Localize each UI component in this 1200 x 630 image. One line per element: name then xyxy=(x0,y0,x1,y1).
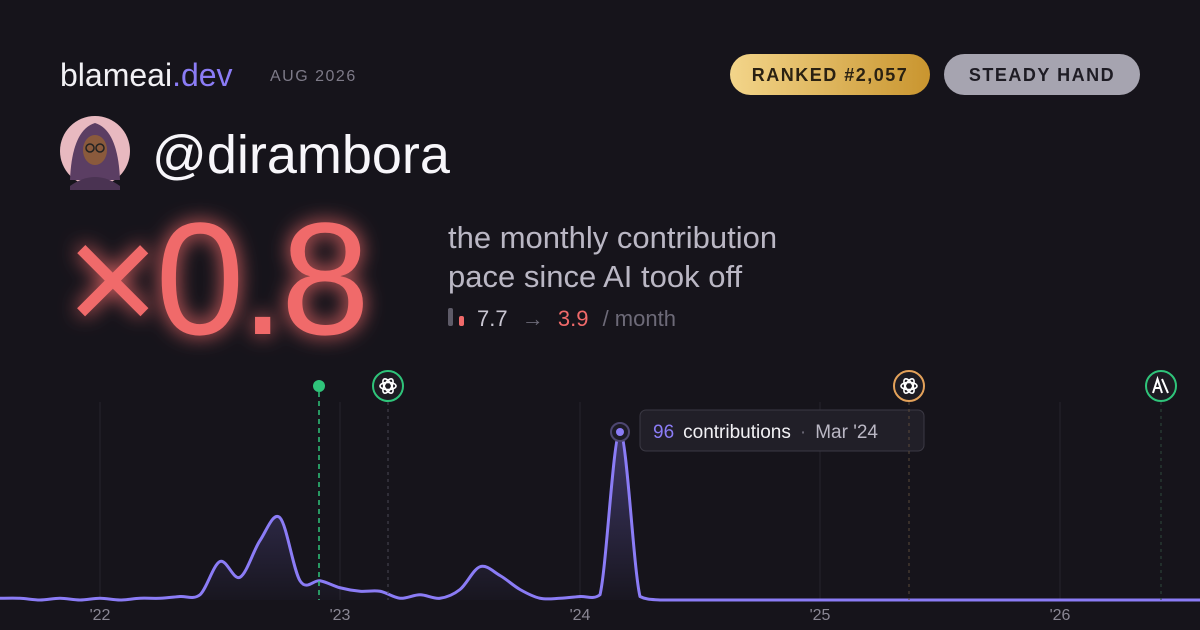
x-tick-label: '24 xyxy=(570,607,591,624)
peak-point xyxy=(616,428,624,436)
caption: pace since AI took off xyxy=(448,259,743,294)
date: AUG 2026 xyxy=(270,68,357,85)
x-tick-label: '26 xyxy=(1050,607,1071,624)
pace-row: 7.7 → 3.9 / month xyxy=(477,306,676,331)
event-markers xyxy=(313,370,1177,600)
tooltip-date: Mar '24 xyxy=(815,422,878,443)
pace-unit: / month xyxy=(603,306,676,331)
rank-badge-text: RANKED #2,057 xyxy=(752,65,909,85)
pace-before: 7.7 xyxy=(477,306,508,331)
multiplier: ×0.8 xyxy=(66,189,366,368)
style-badge xyxy=(944,54,1140,95)
rank-badge xyxy=(730,54,930,95)
brand-name: blameai xyxy=(60,57,172,93)
chart: '22 '23 '24 '25 '26 96 contributions · Mar '24 xyxy=(0,402,1200,624)
x-tick-label: '23 xyxy=(330,607,351,624)
style-badge-text: STEADY HAND xyxy=(969,65,1115,85)
pace-icon xyxy=(459,316,464,326)
x-tick-label: '22 xyxy=(90,607,111,624)
line xyxy=(0,430,1200,602)
username: @dirambora xyxy=(152,125,451,185)
avatar xyxy=(60,116,130,190)
tooltip-separator: · xyxy=(800,422,806,443)
pace-after: 3.9 xyxy=(558,306,589,331)
pace-icon xyxy=(448,308,453,326)
pace-arrow: → xyxy=(522,306,544,331)
x-tick-label: '25 xyxy=(810,607,831,624)
tooltip-text: 96 contributions · Mar '24 xyxy=(653,422,878,443)
brand: blameai.dev xyxy=(60,57,233,93)
tooltip-value: 96 xyxy=(653,422,674,443)
tooltip-label: contributions xyxy=(683,422,791,443)
brand-suffix: .dev xyxy=(172,57,232,93)
caption: the monthly contribution xyxy=(448,220,777,255)
tooltip xyxy=(639,409,925,452)
